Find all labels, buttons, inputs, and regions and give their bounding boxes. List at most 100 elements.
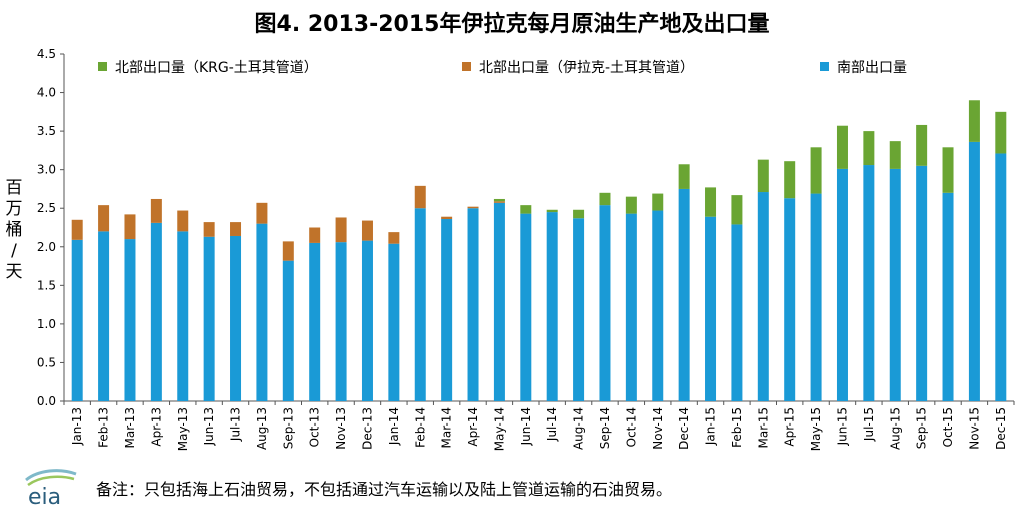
bar-segment: [98, 231, 110, 401]
y-tick-label: 0.0: [37, 394, 56, 408]
y-tick-label: 2.0: [37, 240, 56, 254]
bar-segment: [836, 125, 848, 169]
bar-segment: [177, 231, 189, 401]
bar-segment: [599, 205, 611, 401]
bar-segment: [652, 210, 664, 401]
bar-segment: [388, 232, 400, 244]
y-axis-label-char: 百: [5, 178, 23, 198]
y-tick-label: 3.0: [37, 163, 56, 177]
bar-segment: [916, 124, 928, 166]
x-tick-label: Mar-13: [123, 407, 137, 448]
bar-segment: [678, 164, 690, 189]
x-tick-label: Aug-14: [572, 407, 586, 450]
x-tick-label: Apr-13: [149, 407, 163, 447]
bar-segment: [335, 242, 347, 401]
x-tick-label: Oct-14: [624, 407, 638, 447]
legend-swatch: [820, 62, 829, 71]
bar-segment: [71, 219, 83, 240]
bar-segment: [916, 165, 928, 401]
y-tick-label: 0.5: [37, 355, 56, 369]
bar-segment: [810, 147, 822, 194]
x-tick-label: Nov-15: [967, 407, 981, 450]
y-axis-label-char: 桶: [5, 220, 23, 240]
bar-segment: [441, 216, 453, 220]
bar-segment: [705, 187, 717, 217]
bar-segment: [705, 216, 717, 401]
bar-segment: [282, 260, 294, 401]
x-tick-label: May-14: [492, 407, 506, 451]
footer: eia 备注：只包括海上石油贸易，不包括通过汽车运输以及陆上管道运输的石油贸易。: [0, 462, 1024, 512]
bar-segment: [810, 193, 822, 401]
bar-segment: [889, 141, 901, 169]
y-axis-label-char: 万: [5, 199, 23, 219]
x-tick-label: Mar-14: [440, 407, 454, 448]
bar-segment: [995, 153, 1007, 401]
bar-segment: [230, 222, 242, 236]
bar-segment: [467, 206, 479, 209]
bar-segment: [889, 168, 901, 401]
x-tick-label: Jul-14: [545, 407, 559, 442]
bar-segment: [282, 241, 294, 261]
bar-segment: [388, 243, 400, 401]
bar-segment: [441, 219, 453, 401]
legend-label: 南部出口量: [837, 60, 907, 76]
x-tick-label: Dec-13: [360, 407, 374, 450]
y-axis-label: 百 万 桶 / 天: [4, 178, 24, 283]
x-tick-label: Nov-14: [651, 407, 665, 450]
y-tick-label: 4.5: [37, 47, 56, 61]
bar-segment: [942, 147, 954, 193]
x-tick-label: May-13: [176, 407, 190, 451]
x-tick-label: Feb-13: [97, 407, 111, 448]
x-tick-label: Jan-14: [387, 407, 401, 446]
x-tick-label: Jun-14: [519, 407, 533, 446]
x-tick-label: Jun-15: [835, 407, 849, 446]
x-tick-label: Oct-13: [308, 407, 322, 447]
bar-segment: [573, 218, 585, 401]
x-tick-label: Oct-15: [941, 407, 955, 447]
bar-segment: [150, 198, 162, 223]
bar-segment: [757, 192, 769, 401]
bar-segment: [177, 210, 189, 232]
x-tick-label: Aug-13: [255, 407, 269, 450]
bar-segment: [625, 213, 637, 401]
bar-segment: [863, 165, 875, 401]
bar-segment: [731, 224, 743, 401]
bar-segment: [546, 209, 558, 213]
bar-segment: [414, 208, 426, 401]
bar-segment: [599, 192, 611, 206]
chart-title: 图4. 2013-2015年伊拉克每月原油生产地及出口量: [254, 12, 770, 37]
y-tick-label: 1.0: [37, 317, 56, 331]
y-axis-label-char: 天: [5, 262, 23, 282]
x-tick-label: Sep-13: [281, 407, 295, 449]
bar-segment: [467, 208, 479, 401]
footnote: 备注：只包括海上石油贸易，不包括通过汽车运输以及陆上管道运输的石油贸易。: [96, 480, 673, 499]
x-tick-label: Nov-13: [334, 407, 348, 450]
y-tick-label: 4.0: [37, 86, 56, 100]
bar-segment: [256, 202, 268, 224]
y-tick-label: 3.5: [37, 124, 56, 138]
legend-label: 北部出口量（伊拉克-土耳其管道）: [479, 60, 694, 76]
bar-segment: [309, 242, 321, 401]
bar-segment: [520, 213, 532, 401]
svg-text:eia: eia: [28, 485, 61, 508]
x-tick-label: Jul-13: [229, 407, 243, 442]
legend-label: 北部出口量（KRG-土耳其管道）: [115, 60, 318, 76]
bar-segment: [995, 111, 1007, 154]
bar-segment: [731, 195, 743, 225]
x-tick-label: Jan-13: [70, 407, 84, 446]
bar-segment: [150, 222, 162, 401]
x-tick-label: Feb-14: [413, 407, 427, 448]
x-tick-label: Jul-15: [862, 407, 876, 442]
bar-segment: [493, 198, 505, 202]
bar-segment: [942, 192, 954, 401]
legend-swatch: [462, 62, 471, 71]
bar-segment: [493, 202, 505, 401]
y-tick-label: 2.5: [37, 201, 56, 215]
bar-segment: [256, 223, 268, 401]
bar-segment: [968, 141, 980, 401]
x-tick-label: Jan-15: [704, 407, 718, 446]
bar-segment: [836, 168, 848, 401]
bar-segment: [784, 198, 796, 401]
x-tick-label: Sep-15: [915, 407, 929, 449]
bar-segment: [361, 240, 373, 401]
